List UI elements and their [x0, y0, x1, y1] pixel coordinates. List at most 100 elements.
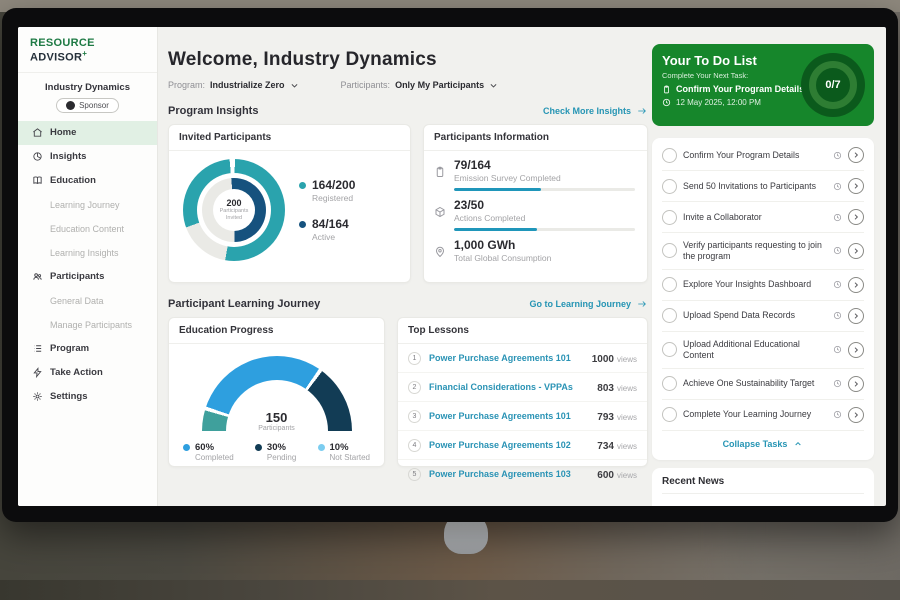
sidebar-item-learning-insights[interactable]: Learning Insights: [18, 241, 157, 265]
lesson-link[interactable]: Power Purchase Agreements 101: [429, 411, 571, 421]
stat-label: Emission Survey Completed: [454, 173, 561, 183]
todo-next-task: Confirm Your Program Details: [662, 84, 864, 94]
task-checkbox[interactable]: [662, 342, 677, 358]
monitor-bezel: RESOURCE ADVISOR+ Industry Dynamics Spon…: [2, 8, 898, 522]
sidebar-item-insights[interactable]: Insights: [18, 145, 157, 169]
go-to-learning-journey-link[interactable]: Go to Learning Journey: [529, 299, 648, 309]
sidebar-item-take-action[interactable]: Take Action: [18, 361, 157, 385]
legend-value: 60%: [195, 442, 215, 453]
progress-bar-fill: [454, 188, 541, 191]
lesson-row: 5 Power Purchase Agreements 103 600 views: [398, 460, 647, 488]
sidebar-item-participants[interactable]: Participants: [18, 265, 157, 289]
chevron-right-icon: [854, 152, 859, 158]
pie-chart-icon: [33, 152, 42, 161]
sidebar-item-general-data[interactable]: General Data: [18, 289, 157, 313]
todo-column: Your To Do List Complete Your Next Task:…: [652, 27, 874, 506]
sidebar-item-education-content[interactable]: Education Content: [18, 217, 157, 241]
invited-card-body: 200 Participants Invited 164/200 Registe…: [169, 151, 410, 269]
clock-icon: [833, 410, 842, 419]
stat-value: 23/50: [454, 198, 485, 212]
sidebar-item-program[interactable]: Program: [18, 337, 157, 361]
todo-progress-count: 0/7: [825, 79, 841, 91]
legend-label: Pending: [266, 453, 297, 462]
lesson-rank: 5: [408, 467, 421, 481]
lesson-link[interactable]: Power Purchase Agreements 101: [429, 353, 571, 363]
todo-task-row: Send 50 Invitations to Participants: [662, 171, 864, 202]
task-expand-button[interactable]: [848, 375, 864, 392]
lesson-views: 600: [597, 470, 614, 481]
donut-center: 200 Participants Invited: [213, 189, 255, 231]
sidebar-item-education[interactable]: Education: [18, 169, 157, 193]
task-expand-button[interactable]: [848, 209, 864, 225]
participants-dropdown[interactable]: Participants: Only My Participants: [341, 80, 499, 90]
task-checkbox[interactable]: [662, 407, 677, 423]
sidebar-item-home[interactable]: Home: [18, 120, 157, 145]
task-expand-button[interactable]: [848, 406, 864, 423]
home-icon: [33, 128, 42, 137]
gauge-center: 150 Participants: [202, 410, 352, 432]
participants-label: Participants:: [340, 80, 391, 90]
task-label: Upload Spend Data Records: [683, 310, 795, 321]
sidebar-item-label: Settings: [50, 391, 88, 403]
insights-cards-row: Invited Participants 200 Participants In…: [168, 124, 648, 283]
sidebar-subitem-label: Learning Insights: [50, 247, 119, 258]
lesson-row: 4 Power Purchase Agreements 102 734 views: [398, 431, 647, 460]
task-checkbox[interactable]: [662, 209, 677, 225]
chevron-right-icon: [854, 183, 859, 189]
task-checkbox[interactable]: [662, 277, 677, 293]
task-expand-button[interactable]: [848, 178, 864, 194]
task-checkbox[interactable]: [662, 376, 677, 392]
program-label: Program:: [168, 80, 206, 90]
lesson-link[interactable]: Power Purchase Agreements 103: [429, 469, 571, 479]
chevron-right-icon: [854, 248, 859, 254]
chevron-right-icon: [854, 313, 859, 319]
sidebar-item-learning-journey[interactable]: Learning Journey: [18, 193, 157, 217]
lesson-link[interactable]: Financial Considerations - VPPAs: [429, 382, 573, 392]
legend-item-completed: 60% Completed: [183, 442, 234, 462]
chevron-right-icon: [854, 282, 859, 288]
legend-item-registered: 164/200 Registered: [299, 178, 355, 203]
todo-task-row: Confirm Your Program Details: [662, 140, 864, 171]
lessons-list: 1 Power Purchase Agreements 101 1000 view…: [398, 344, 647, 488]
collapse-tasks-link[interactable]: Collapse Tasks: [662, 431, 864, 458]
lesson-row: 1 Power Purchase Agreements 101 1000 view…: [398, 344, 647, 373]
invited-participants-card: Invited Participants 200 Participants In…: [168, 124, 411, 283]
task-checkbox[interactable]: [662, 147, 677, 163]
task-expand-button[interactable]: [848, 307, 864, 324]
sidebar-item-settings[interactable]: Settings: [18, 385, 157, 409]
top-lessons-card: Top Lessons 1 Power Purchase Agreements …: [397, 317, 648, 481]
legend-dot-active: [299, 221, 306, 228]
task-expand-button[interactable]: [848, 147, 864, 163]
sidebar-item-manage-participants[interactable]: Manage Participants: [18, 313, 157, 337]
legend-item-pending: 30% Pending: [254, 442, 297, 462]
lesson-views: 734: [597, 441, 614, 452]
legend-value: 10%: [329, 442, 349, 453]
task-checkbox[interactable]: [662, 243, 677, 259]
sidebar-subitem-label: Learning Journey: [50, 199, 120, 210]
todo-task-row: Upload Additional Educational Content: [662, 332, 864, 369]
lesson-rank: 2: [408, 380, 421, 394]
legend-item-active: 84/164 Active: [299, 217, 355, 242]
legend-dot-completed: [183, 444, 190, 451]
lesson-views-unit: views: [616, 442, 637, 451]
sidebar: RESOURCE ADVISOR+ Industry Dynamics Spon…: [18, 27, 158, 506]
task-checkbox[interactable]: [662, 308, 677, 324]
logo-text-secondary: ADVISOR: [30, 51, 83, 64]
task-expand-button[interactable]: [848, 341, 864, 358]
todo-title: Your To Do List: [662, 53, 757, 68]
task-checkbox[interactable]: [662, 178, 677, 194]
lesson-rank: 3: [408, 409, 421, 423]
check-more-insights-link[interactable]: Check More Insights: [543, 106, 648, 116]
task-expand-button[interactable]: [848, 242, 864, 259]
clipboard-icon: [663, 84, 670, 93]
task-expand-button[interactable]: [848, 276, 864, 293]
page-title: Welcome, Industry Dynamics: [168, 49, 437, 70]
program-dropdown[interactable]: Program: Industrialize Zero: [168, 80, 299, 90]
legend-item-not-started: 10% Not Started: [317, 442, 370, 462]
program-value: Industrialize Zero: [210, 80, 285, 90]
lesson-link[interactable]: Power Purchase Agreements 102: [429, 440, 571, 450]
progress-bar-track: [454, 228, 635, 231]
gear-icon: [33, 392, 42, 401]
app-logo: RESOURCE ADVISOR+: [18, 27, 157, 73]
desk-edge: [0, 580, 900, 600]
